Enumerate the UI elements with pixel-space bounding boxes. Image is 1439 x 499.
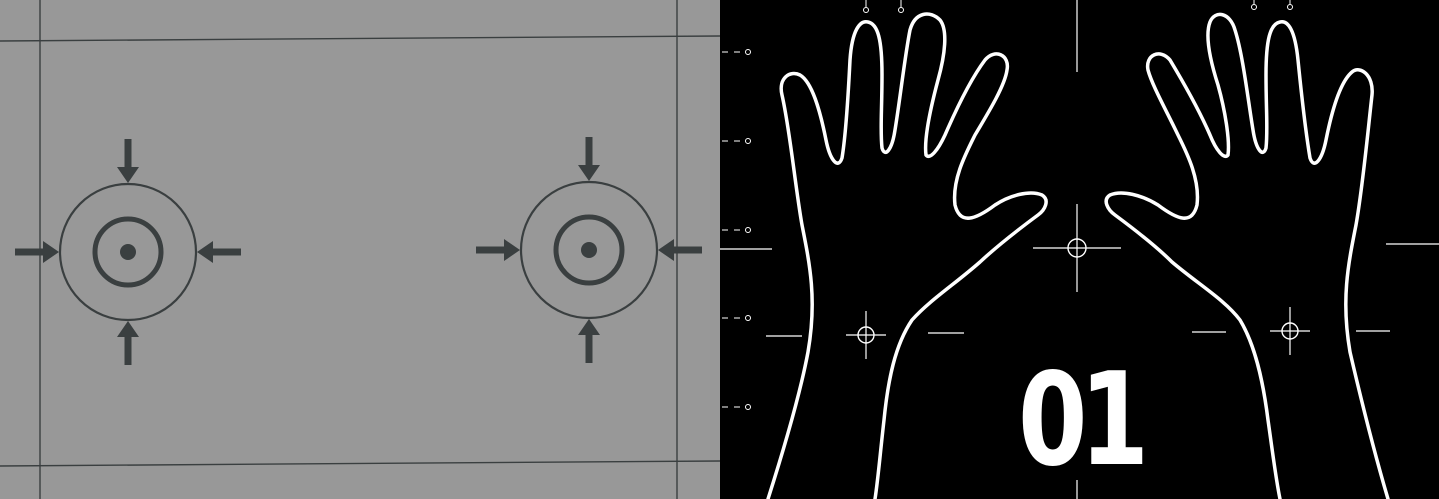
hand-outline-drawing — [720, 0, 1439, 499]
hand-outline-icon — [766, 12, 1048, 499]
panel-number: 01 — [1018, 346, 1149, 495]
frame-lines — [0, 0, 720, 499]
placement-guide-drawing — [0, 0, 720, 499]
hand-outline-icon — [1104, 12, 1390, 499]
crosshair-icon — [1033, 204, 1121, 292]
guide-lines — [720, 0, 1439, 499]
crosshair-icon — [845, 310, 887, 360]
hand-outline-panel: 01 — [720, 0, 1439, 499]
target-icon — [58, 182, 198, 322]
target-icon — [519, 180, 659, 320]
crosshair-icon — [1269, 306, 1311, 356]
top-pin-marks — [863, 0, 1293, 13]
edge-tick-marks — [721, 49, 751, 410]
placement-guide-panel — [0, 0, 720, 499]
